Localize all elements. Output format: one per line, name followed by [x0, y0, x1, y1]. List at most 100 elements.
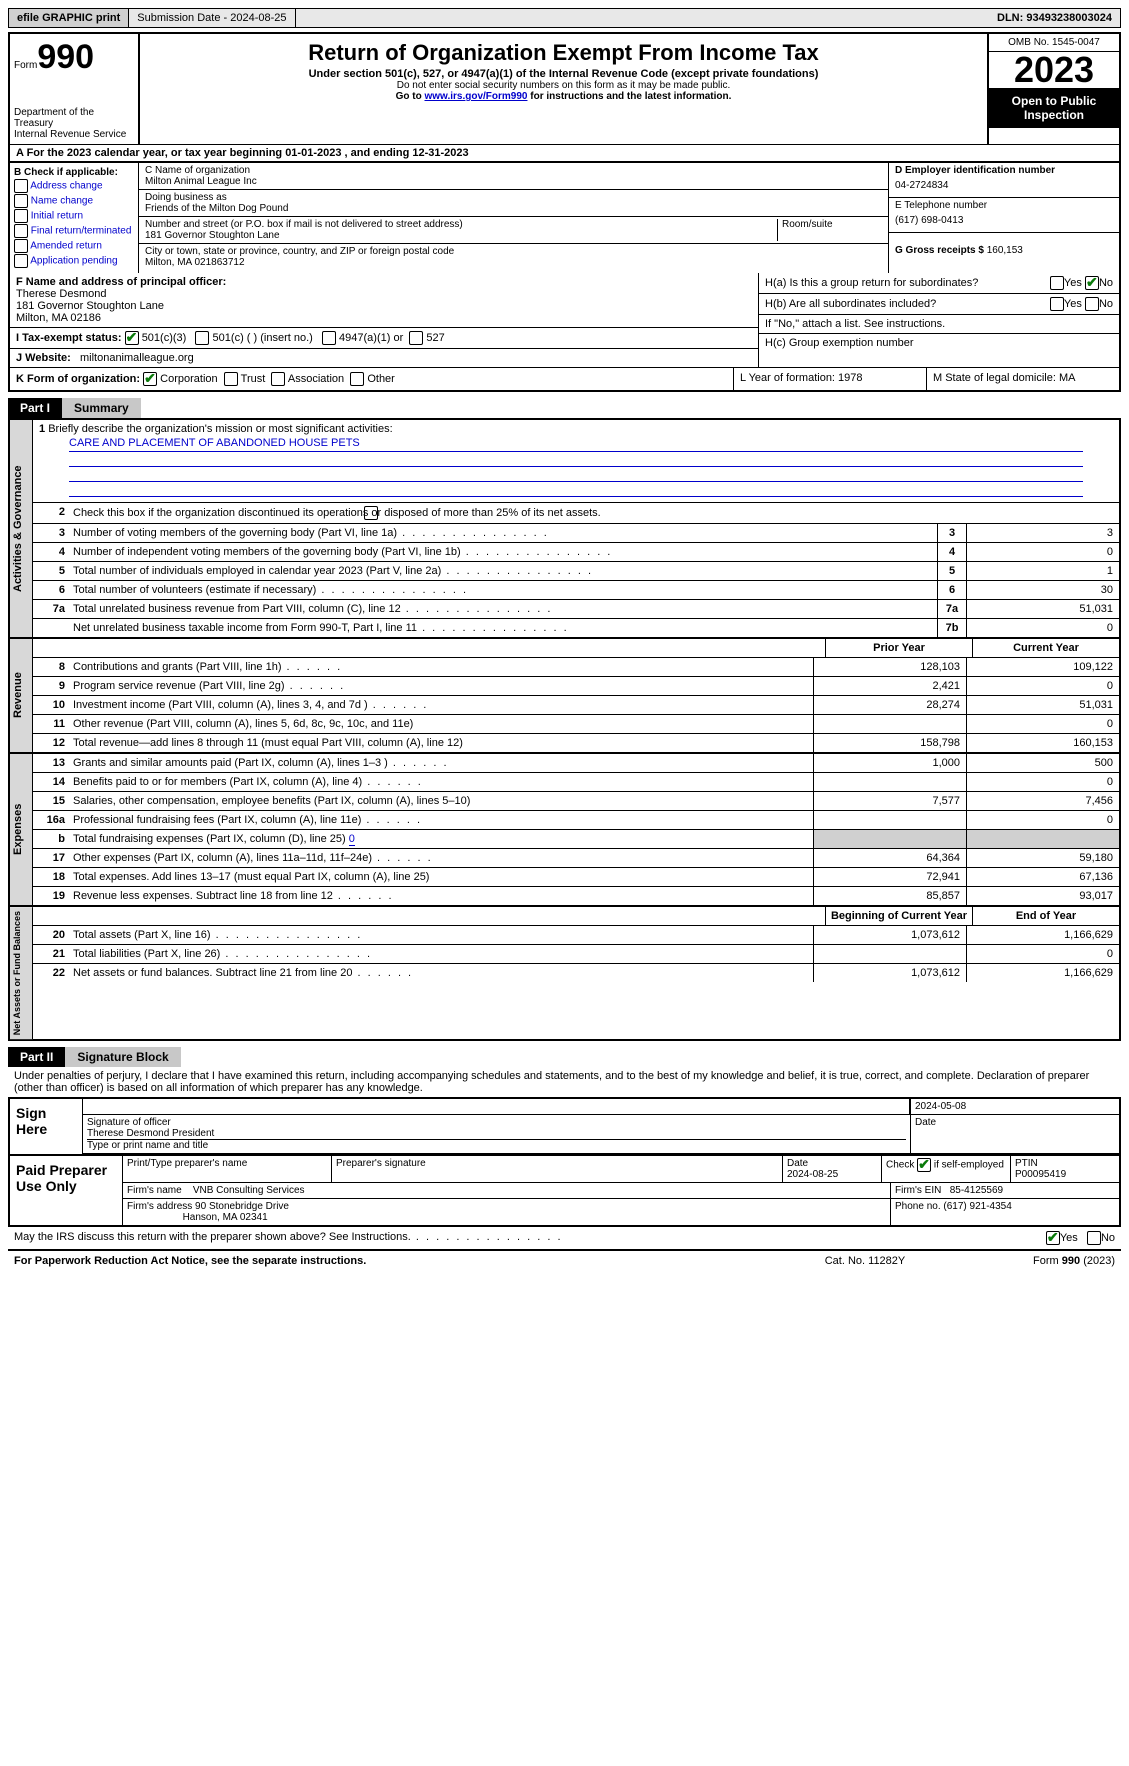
sig-date: 2024-05-08: [910, 1099, 1119, 1114]
tax-year: 2023: [989, 52, 1119, 88]
check-hb-yes[interactable]: [1050, 297, 1064, 311]
line7a-desc: Total unrelated business revenue from Pa…: [69, 600, 937, 618]
side-net-assets: Net Assets or Fund Balances: [10, 907, 33, 1039]
line14-prior: [813, 773, 966, 791]
check-ha-no[interactable]: [1085, 276, 1099, 290]
line17-prior: 64,364: [813, 849, 966, 867]
end-year-header: End of Year: [972, 907, 1119, 925]
discuss-text: May the IRS discuss this return with the…: [14, 1231, 1046, 1245]
line21-desc: Total liabilities (Part X, line 26): [69, 945, 813, 963]
side-activities: Activities & Governance: [10, 420, 33, 637]
begin-year-header: Beginning of Current Year: [825, 907, 972, 925]
line10-current: 51,031: [966, 696, 1119, 714]
check-trust[interactable]: [224, 372, 238, 386]
line7b-val: 0: [966, 619, 1119, 637]
check-amended-return[interactable]: Amended return: [14, 239, 134, 253]
room-suite-label: Room/suite: [777, 219, 882, 241]
check-4947[interactable]: [322, 331, 336, 345]
h-a-label: H(a) Is this a group return for subordin…: [765, 277, 1050, 289]
ptin-value: P00095419: [1015, 1169, 1066, 1180]
street-label: Number and street (or P.O. box if mail i…: [145, 219, 777, 230]
line21-begin: [813, 945, 966, 963]
check-hb-no[interactable]: [1085, 297, 1099, 311]
year-formation: L Year of formation: 1978: [734, 368, 927, 390]
line18-desc: Total expenses. Add lines 13–17 (must eq…: [69, 868, 813, 886]
check-name-change[interactable]: Name change: [14, 194, 134, 208]
efile-print-button[interactable]: efile GRAPHIC print: [9, 9, 129, 27]
line20-begin: 1,073,612: [813, 926, 966, 944]
check-corp[interactable]: [143, 372, 157, 386]
check-assoc[interactable]: [271, 372, 285, 386]
type-name-label: Type or print name and title: [87, 1140, 906, 1151]
check-final-return[interactable]: Final return/terminated: [14, 224, 134, 238]
check-501c[interactable]: [195, 331, 209, 345]
city-label: City or town, state or province, country…: [145, 246, 882, 257]
prep-sig-label: Preparer's signature: [332, 1156, 783, 1182]
paid-preparer-label: Paid Preparer Use Only: [10, 1156, 123, 1225]
check-501c3[interactable]: [125, 331, 139, 345]
street-address: 181 Governor Stoughton Lane: [145, 230, 777, 241]
check-applicable-label: B Check if applicable:: [14, 167, 134, 178]
form-subtitle: Under section 501(c), 527, or 4947(a)(1)…: [148, 68, 979, 80]
org-info-block: B Check if applicable: Address change Na…: [8, 161, 1121, 273]
check-527[interactable]: [409, 331, 423, 345]
line13-desc: Grants and similar amounts paid (Part IX…: [69, 754, 813, 772]
check-initial-return[interactable]: Initial return: [14, 209, 134, 223]
website-label: J Website:: [16, 352, 71, 364]
line14-desc: Benefits paid to or for members (Part IX…: [69, 773, 813, 791]
paid-preparer-block: Paid Preparer Use Only Print/Type prepar…: [8, 1156, 1121, 1227]
sign-here-label: Sign Here: [10, 1099, 83, 1154]
line17-desc: Other expenses (Part IX, column (A), lin…: [69, 849, 813, 867]
line11-desc: Other revenue (Part VIII, column (A), li…: [69, 715, 813, 733]
line18-prior: 72,941: [813, 868, 966, 886]
form-number: Form990: [14, 38, 134, 77]
sign-here-block: Sign Here 2024-05-08 Signature of office…: [8, 1097, 1121, 1156]
cat-no: Cat. No. 11282Y: [765, 1255, 965, 1267]
dept-treasury: Department of the Treasury: [14, 107, 134, 129]
line3-val: 3: [966, 524, 1119, 542]
line9-prior: 2,421: [813, 677, 966, 695]
line5-val: 1: [966, 562, 1119, 580]
line22-desc: Net assets or fund balances. Subtract li…: [69, 964, 813, 982]
officer-addr1: 181 Governor Stoughton Lane: [16, 300, 752, 312]
line22-end: 1,166,629: [966, 964, 1119, 982]
line5-desc: Total number of individuals employed in …: [69, 562, 937, 580]
submission-date: Submission Date - 2024-08-25: [129, 9, 295, 27]
irs-link[interactable]: www.irs.gov/Form990: [424, 91, 527, 102]
line7b-desc: Net unrelated business taxable income fr…: [69, 619, 937, 637]
officer-signature: Therese Desmond President: [87, 1128, 906, 1140]
officer-group-block: F Name and address of principal officer:…: [8, 273, 1121, 367]
check-discontinued[interactable]: [364, 506, 378, 520]
firm-ein: 85-4125569: [950, 1185, 1003, 1196]
line11-current: 0: [966, 715, 1119, 733]
check-other[interactable]: [350, 372, 364, 386]
line6-desc: Total number of volunteers (estimate if …: [69, 581, 937, 599]
expenses-section: Expenses 13Grants and similar amounts pa…: [8, 754, 1121, 907]
check-application-pending[interactable]: Application pending: [14, 254, 134, 268]
part1-title: Summary: [62, 398, 141, 418]
state-domicile: M State of legal domicile: MA: [927, 368, 1119, 390]
line22-begin: 1,073,612: [813, 964, 966, 982]
line8-desc: Contributions and grants (Part VIII, lin…: [69, 658, 813, 676]
check-ha-yes[interactable]: [1050, 276, 1064, 290]
website-value: miltonanimalleague.org: [80, 352, 194, 364]
check-discuss-no[interactable]: [1087, 1231, 1101, 1245]
prior-year-header: Prior Year: [825, 639, 972, 657]
check-discuss-yes[interactable]: [1046, 1231, 1060, 1245]
dba-name: Friends of the Milton Dog Pound: [145, 203, 882, 214]
officer-name: Therese Desmond: [16, 288, 752, 300]
line19-current: 93,017: [966, 887, 1119, 905]
line11-prior: [813, 715, 966, 733]
tax-year-range: A For the 2023 calendar year, or tax yea…: [8, 144, 1121, 161]
phone-label: E Telephone number: [895, 200, 1113, 211]
check-address-change[interactable]: Address change: [14, 179, 134, 193]
part2-label: Part II: [8, 1047, 65, 1067]
dln: DLN: 93493238003024: [989, 9, 1120, 27]
line20-end: 1,166,629: [966, 926, 1119, 944]
h-c-label: H(c) Group exemption number: [759, 334, 1119, 352]
line16a-desc: Professional fundraising fees (Part IX, …: [69, 811, 813, 829]
revenue-section: Revenue Prior YearCurrent Year 8Contribu…: [8, 639, 1121, 754]
check-self-employed[interactable]: [917, 1158, 931, 1172]
line15-prior: 7,577: [813, 792, 966, 810]
line16b-desc: Total fundraising expenses (Part IX, col…: [69, 830, 813, 848]
